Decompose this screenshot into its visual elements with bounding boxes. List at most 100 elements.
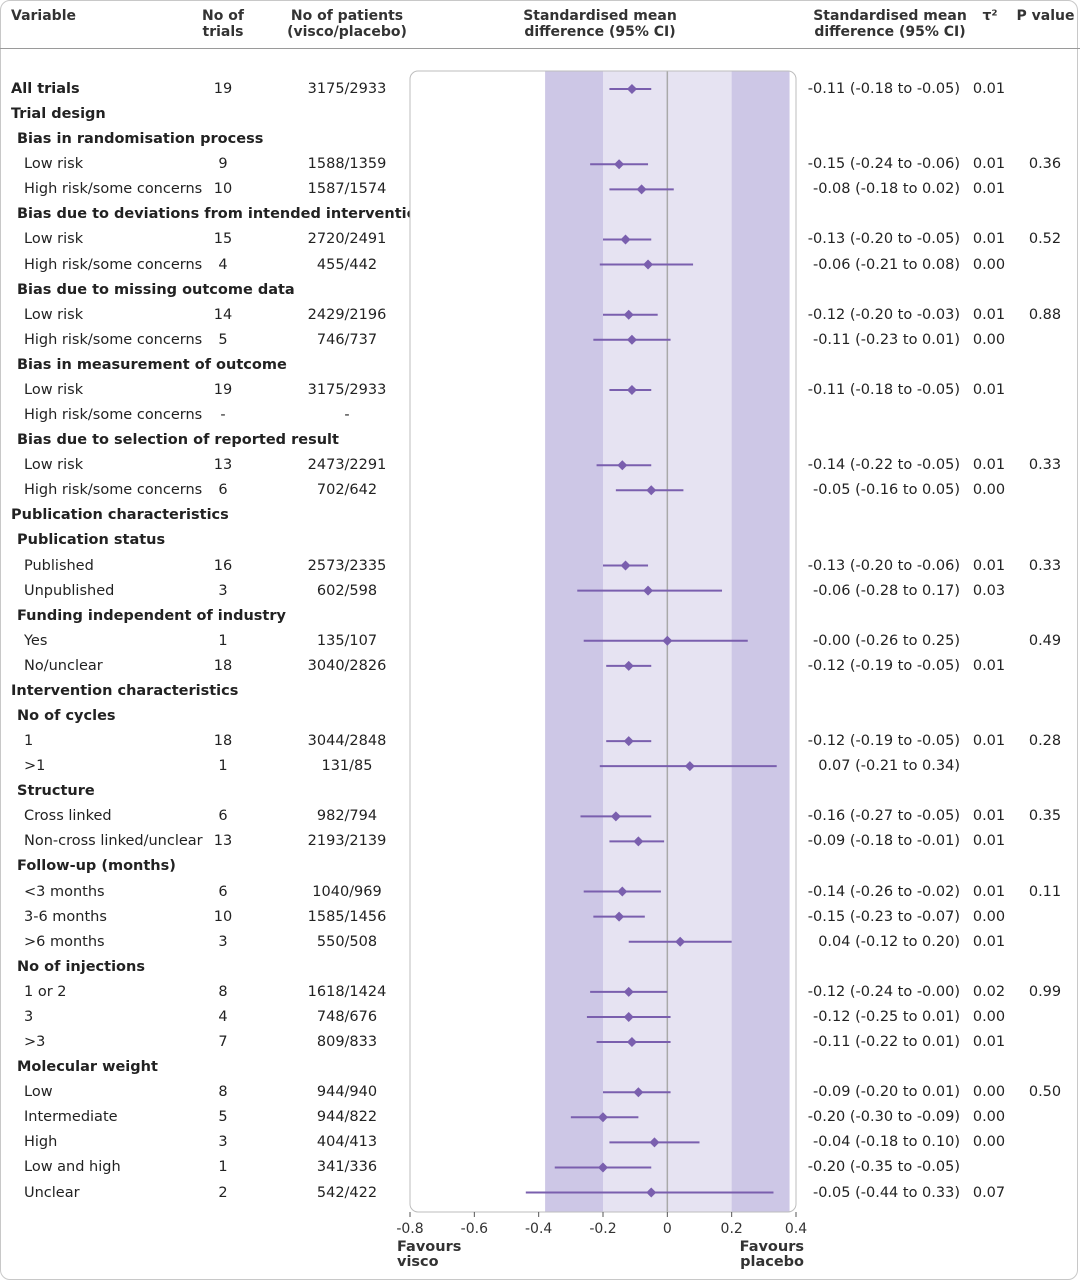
trials-cell: 5 (218, 331, 228, 348)
patients-cell: 944/940 (316, 1084, 378, 1101)
estimate-point (662, 635, 673, 646)
row-heading: Trial design (11, 106, 106, 123)
estimate-point (617, 460, 628, 471)
row-label: High (24, 1134, 58, 1151)
trials-cell: 8 (218, 1084, 228, 1101)
trials-cell: 18 (213, 657, 233, 674)
smd-ci-cell: -0.12 (-0.19 to -0.05) (807, 657, 960, 674)
x-tick-label: 0 (663, 1221, 672, 1237)
patients-cell: 2429/2196 (307, 306, 387, 323)
header-smd: Standardised mean difference (95% CI) (813, 8, 967, 40)
p-value-cell: 0.88 (1028, 306, 1062, 323)
patients-cell: 131/85 (321, 758, 373, 775)
estimate-point (623, 986, 634, 997)
trials-cell: 1 (218, 1159, 228, 1176)
favours-placebo-label: Favours placebo (739, 1239, 804, 1270)
smd-ci-cell: -0.16 (-0.27 to -0.05) (807, 808, 960, 825)
row-label: <3 months (24, 883, 105, 900)
row-label: Published (24, 557, 94, 574)
trials-cell: 19 (213, 81, 233, 97)
patients-cell: 404/413 (316, 1134, 378, 1151)
row-heading: Molecular weight (17, 1059, 158, 1076)
tau-cell: 0.01 (972, 381, 1006, 398)
row-heading: Publication status (17, 532, 166, 549)
trials-cell: - (220, 407, 226, 424)
trials-cell: 3 (218, 933, 228, 950)
trials-cell: 18 (213, 733, 233, 750)
patients-cell: 455/442 (316, 256, 378, 273)
estimate-point (626, 1037, 637, 1048)
tau-cell: 0.01 (972, 181, 1006, 198)
patients-cell: - (344, 407, 350, 424)
row-heading: Bias in measurement of outcome (17, 356, 287, 373)
patients-cell: 550/508 (316, 933, 378, 950)
trials-cell: 1 (218, 758, 228, 775)
tau-cell: 0.00 (972, 482, 1006, 499)
patients-cell: 809/833 (316, 1034, 378, 1051)
row-heading: No of injections (17, 958, 145, 975)
row-heading: Funding independent of industry (17, 607, 286, 624)
smd-ci-cell: -0.11 (-0.18 to -0.05) (807, 381, 960, 398)
patients-cell: 341/336 (316, 1159, 378, 1176)
tau-cell: 0.00 (972, 331, 1006, 348)
row-label: Low (24, 1084, 53, 1101)
trials-cell: 1 (218, 632, 228, 649)
estimate-point (620, 234, 631, 245)
tau-cell: 0.01 (972, 833, 1006, 850)
tau-cell: 0.01 (972, 657, 1006, 674)
row-heading: Bias due to selection of reported result (17, 432, 339, 449)
tau-cell: 0.01 (972, 81, 1006, 97)
trials-cell: 4 (218, 256, 228, 273)
smd-ci-cell: -0.05 (-0.44 to 0.33) (812, 1184, 960, 1201)
row-heading: Bias in randomisation process (17, 131, 264, 148)
row-label: 3-6 months (24, 908, 107, 925)
p-value-cell: 0.49 (1028, 632, 1062, 649)
row-label: Unpublished (24, 582, 115, 599)
patients-cell: 982/794 (316, 808, 378, 825)
tau-cell: 0.01 (972, 1034, 1006, 1051)
patients-cell: 1618/1424 (307, 983, 387, 1000)
estimate-point (614, 159, 625, 170)
tau-cell: 0.02 (972, 983, 1006, 1000)
header-patients: No of patients (visco/placebo) (287, 8, 407, 40)
estimate-point (636, 184, 647, 195)
patients-cell: 2473/2291 (307, 457, 387, 474)
x-tick-label: -0.2 (589, 1221, 616, 1237)
trials-cell: 13 (213, 833, 233, 850)
smd-ci-cell: -0.13 (-0.20 to -0.06) (807, 557, 960, 574)
row-label: >6 months (24, 933, 105, 950)
header-divider (0, 48, 1080, 49)
row-label: >3 (24, 1034, 46, 1051)
smd-ci-cell: -0.15 (-0.23 to -0.07) (807, 908, 960, 925)
tau-cell: 0.00 (972, 1084, 1006, 1101)
p-value-cell: 0.52 (1028, 231, 1062, 248)
smd-ci-cell: -0.06 (-0.28 to 0.17) (812, 582, 960, 599)
smd-ci-cell: -0.05 (-0.16 to 0.05) (812, 482, 960, 499)
row-label: Cross linked (24, 808, 112, 825)
tau-cell: 0.01 (972, 808, 1006, 825)
trials-cell: 4 (218, 1008, 228, 1025)
row-label: 1 (24, 733, 34, 750)
estimate-point (646, 485, 657, 496)
tau-cell: 0.01 (972, 156, 1006, 173)
header-tau: τ² (982, 8, 998, 24)
trials-cell: 16 (213, 557, 233, 574)
patients-cell: 3040/2826 (307, 657, 387, 674)
row-label: Low risk (24, 231, 84, 248)
p-value-cell: 0.33 (1028, 457, 1062, 474)
smd-ci-cell: -0.14 (-0.22 to -0.05) (807, 457, 960, 474)
estimate-point (646, 1187, 657, 1198)
x-tick-label: 0.2 (721, 1221, 743, 1237)
row-heading: Bias due to missing outcome data (17, 281, 295, 298)
patients-cell: 1585/1456 (307, 908, 387, 925)
trials-cell: 10 (213, 908, 233, 925)
trials-cell: 2 (218, 1184, 228, 1201)
trials-cell: 6 (218, 808, 228, 825)
patients-cell: 3044/2848 (307, 733, 387, 750)
trials-cell: 19 (213, 381, 233, 398)
smd-ci-cell: 0.04 (-0.12 to 0.20) (818, 933, 960, 950)
tau-cell: 0.00 (972, 256, 1006, 273)
row-label: Low risk (24, 381, 84, 398)
